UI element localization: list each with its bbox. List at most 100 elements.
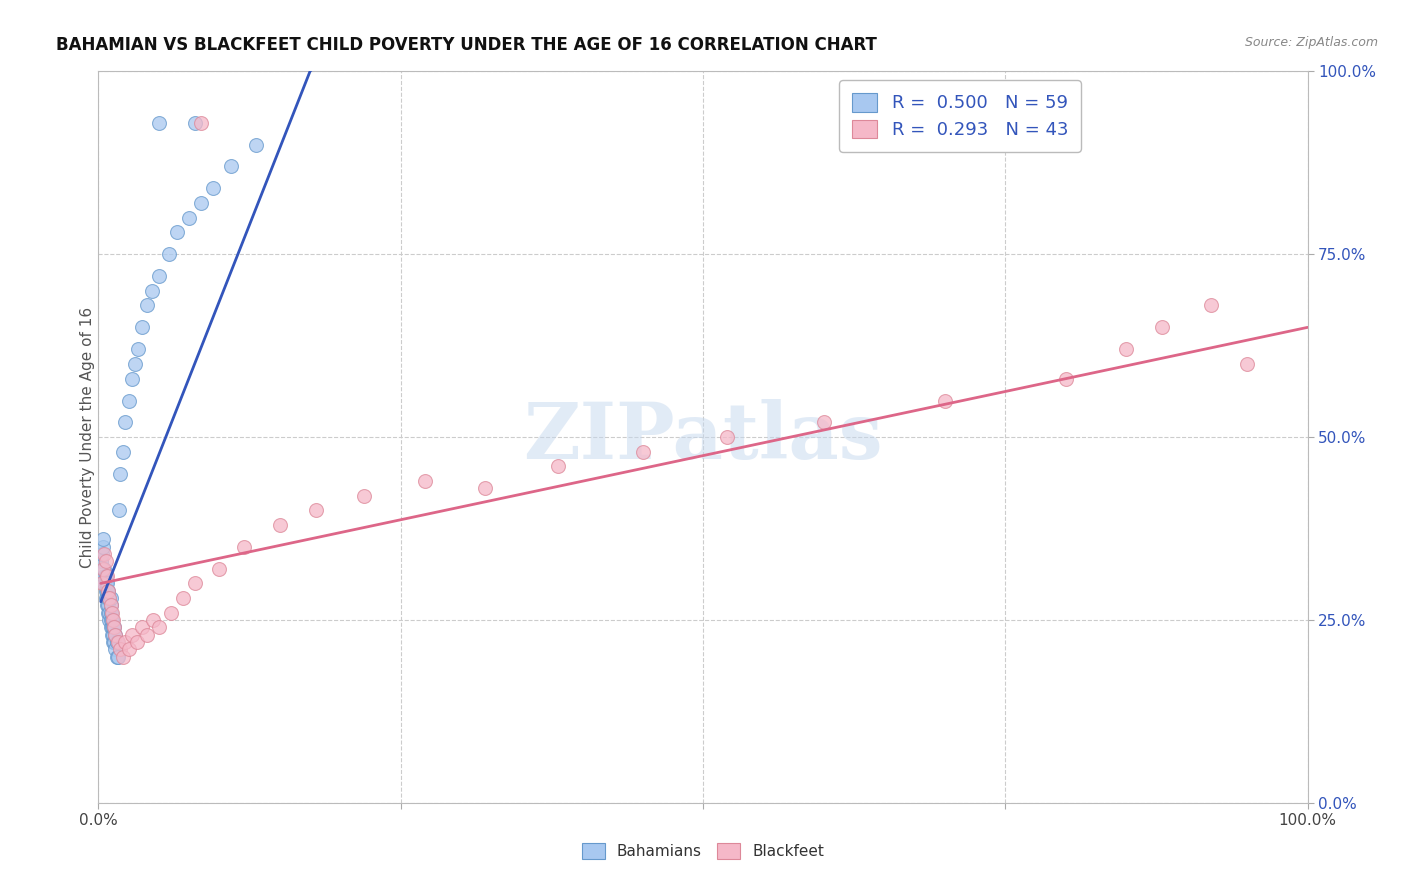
Point	[91, 576, 114, 591]
Point	[127, 343, 149, 357]
Point	[104, 627, 127, 641]
Point	[91, 540, 114, 554]
Point	[111, 649, 134, 664]
Point	[96, 599, 118, 613]
Point	[934, 393, 956, 408]
Point	[105, 635, 128, 649]
Point	[91, 533, 114, 547]
Point	[100, 606, 122, 620]
Point	[114, 416, 136, 430]
Point	[108, 467, 131, 481]
Point	[97, 606, 120, 620]
Point	[100, 627, 122, 641]
Point	[103, 620, 125, 634]
Point	[100, 606, 122, 620]
Point	[108, 503, 131, 517]
Point	[93, 562, 115, 576]
Point	[124, 357, 146, 371]
Point	[93, 576, 115, 591]
Point	[100, 599, 122, 613]
Point	[474, 481, 496, 495]
Point	[172, 591, 194, 605]
Point	[166, 225, 188, 239]
Legend: Bahamians, Blackfeet: Bahamians, Blackfeet	[572, 834, 834, 868]
Point	[111, 444, 134, 458]
Point	[101, 635, 124, 649]
Point	[97, 583, 120, 598]
Point	[100, 620, 122, 634]
Point	[107, 649, 129, 664]
Point	[101, 620, 124, 634]
Text: Source: ZipAtlas.com: Source: ZipAtlas.com	[1244, 36, 1378, 49]
Point	[100, 620, 122, 634]
Point	[94, 591, 117, 605]
Point	[131, 620, 153, 634]
Point	[118, 642, 141, 657]
Point	[91, 562, 114, 576]
Point	[135, 298, 157, 312]
Point	[221, 160, 243, 174]
Point	[269, 517, 291, 532]
Point	[97, 583, 120, 598]
Point	[94, 576, 117, 591]
Point	[93, 569, 115, 583]
Point	[413, 474, 436, 488]
Point	[353, 489, 375, 503]
Point	[1054, 371, 1077, 385]
Point	[305, 503, 328, 517]
Point	[141, 284, 163, 298]
Point	[157, 247, 180, 261]
Point	[103, 635, 125, 649]
Point	[1152, 320, 1174, 334]
Point	[184, 115, 207, 129]
Point	[177, 211, 201, 225]
Point	[142, 613, 165, 627]
Point	[94, 569, 117, 583]
Point	[103, 620, 125, 634]
Point	[90, 554, 112, 568]
Point	[121, 627, 143, 641]
Point	[100, 613, 122, 627]
Point	[716, 430, 738, 444]
Point	[1199, 298, 1222, 312]
Point	[184, 576, 207, 591]
Point	[131, 320, 153, 334]
Point	[98, 591, 121, 605]
Point	[108, 642, 131, 657]
Text: ZIPatlas: ZIPatlas	[523, 399, 883, 475]
Point	[96, 576, 118, 591]
Point	[127, 635, 149, 649]
Point	[631, 444, 654, 458]
Point	[98, 613, 121, 627]
Point	[160, 606, 183, 620]
Point	[100, 591, 122, 605]
Point	[96, 583, 118, 598]
Point	[96, 591, 118, 605]
Point	[1236, 357, 1258, 371]
Point	[98, 591, 121, 605]
Point	[101, 627, 124, 641]
Text: BAHAMIAN VS BLACKFEET CHILD POVERTY UNDER THE AGE OF 16 CORRELATION CHART: BAHAMIAN VS BLACKFEET CHILD POVERTY UNDE…	[56, 36, 877, 54]
Point	[148, 115, 170, 129]
Point	[104, 627, 127, 641]
Point	[105, 649, 128, 664]
Point	[118, 393, 141, 408]
Point	[94, 554, 117, 568]
Point	[547, 459, 569, 474]
Point	[97, 591, 120, 605]
Point	[100, 599, 122, 613]
Point	[813, 416, 835, 430]
Point	[245, 137, 267, 152]
Point	[202, 181, 225, 195]
Point	[107, 635, 129, 649]
Point	[100, 613, 122, 627]
Point	[91, 547, 114, 561]
Point	[1115, 343, 1137, 357]
Y-axis label: Child Poverty Under the Age of 16: Child Poverty Under the Age of 16	[80, 307, 94, 567]
Point	[121, 371, 143, 385]
Point	[190, 115, 212, 129]
Point	[104, 642, 127, 657]
Point	[94, 583, 117, 598]
Point	[93, 547, 115, 561]
Point	[101, 613, 124, 627]
